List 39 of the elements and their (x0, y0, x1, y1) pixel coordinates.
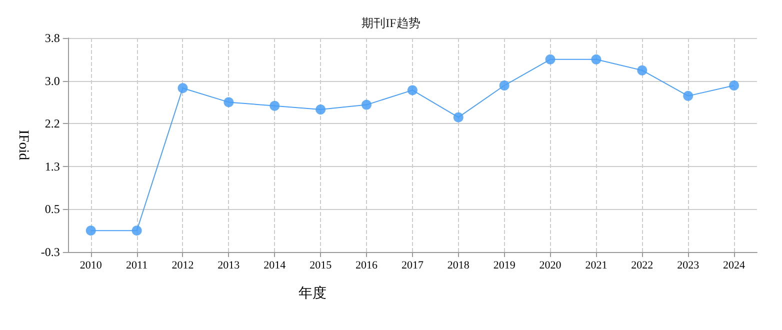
y-tick-label: -0.3 (40, 245, 60, 259)
point (591, 54, 602, 64)
point (453, 112, 464, 122)
x-tick-label: 2019 (493, 260, 516, 272)
y-tick-label: 3.8 (44, 31, 60, 45)
x-tick-label: 2021 (585, 260, 608, 272)
chart-title: 期刊IF趋势 (362, 16, 420, 30)
point (362, 100, 372, 110)
y-tick-label: 3.0 (44, 74, 60, 88)
point (545, 54, 556, 64)
x-tick-label: 2014 (264, 260, 286, 272)
x-axis-title: 年度 (298, 286, 326, 302)
point (683, 90, 694, 101)
x-tick-label: 2018 (447, 260, 470, 272)
x-tick-label: 2011 (126, 260, 148, 272)
point (132, 226, 142, 236)
point (316, 104, 326, 115)
point (178, 83, 188, 94)
point (270, 100, 280, 111)
x-tick-label: 2016 (356, 260, 378, 272)
x-tick-label: 2013 (218, 260, 240, 272)
point (637, 65, 648, 76)
point (86, 226, 96, 236)
y-tick-label: 1.3 (44, 159, 60, 174)
x-tick-label: 2023 (677, 260, 700, 272)
x-tick-label: 2022 (631, 260, 654, 272)
point (729, 80, 740, 90)
y-tick-label: 2.2 (44, 116, 60, 131)
x-tick-label: 2015 (310, 260, 332, 272)
point (407, 85, 418, 96)
point (224, 97, 234, 108)
x-tick-label: 2020 (539, 260, 562, 272)
x-tick-label: 2010 (80, 260, 102, 272)
x-tick-label: 2012 (172, 260, 194, 272)
x-tick-label: 2024 (723, 260, 746, 272)
y-tick-label: 0.5 (44, 202, 60, 216)
point (499, 80, 510, 90)
x-tick-label: 2017 (401, 260, 424, 272)
y-axis-title: IFoid (16, 130, 30, 160)
